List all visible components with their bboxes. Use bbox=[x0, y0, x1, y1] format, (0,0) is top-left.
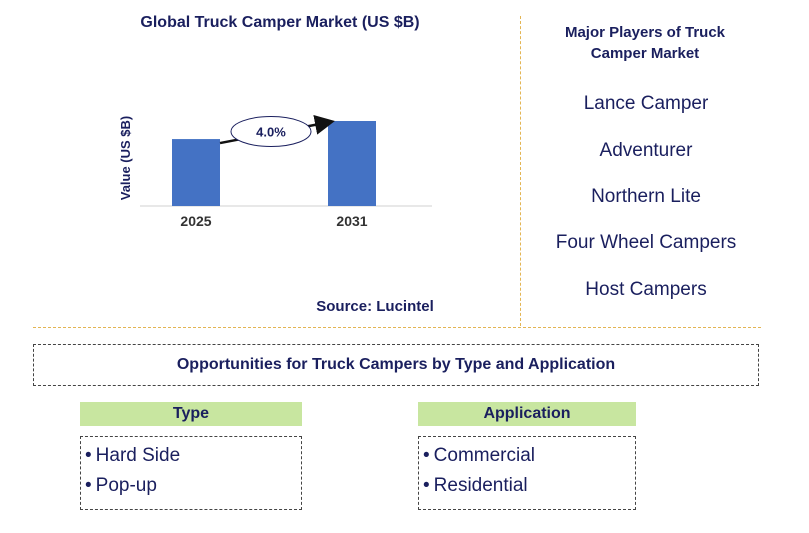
cagr-label: 4.0% bbox=[256, 125, 286, 140]
opportunities-title-box: Opportunities for Truck Campers by Type … bbox=[33, 344, 759, 386]
application-item: • Commercial bbox=[423, 445, 536, 466]
horizontal-divider bbox=[33, 327, 761, 328]
y-axis-label: Value (US $B) bbox=[118, 116, 133, 201]
player-item: Four Wheel Campers bbox=[555, 232, 737, 253]
bar-chart: Value (US $B) 2025 2031 4.0% bbox=[118, 115, 432, 229]
opportunities-title: Opportunities for Truck Campers by Type … bbox=[176, 356, 616, 373]
player-item: Lance Camper bbox=[583, 93, 709, 114]
x-tick-label: 2025 bbox=[180, 213, 211, 229]
type-item: • Hard Side bbox=[85, 445, 181, 466]
vertical-divider bbox=[520, 16, 521, 326]
player-item: Adventurer bbox=[599, 140, 693, 161]
x-tick-label: 2031 bbox=[336, 213, 367, 229]
source-label: Source: Lucintel bbox=[316, 298, 434, 315]
type-list: • Hard Side • Pop-up bbox=[80, 436, 302, 510]
players-title: Major Players of Truck Camper Market bbox=[564, 24, 726, 62]
bar-2031 bbox=[328, 121, 376, 206]
player-item: Northern Lite bbox=[591, 186, 701, 207]
type-header: Type bbox=[80, 402, 302, 426]
bar-2025 bbox=[172, 139, 220, 206]
application-item: • Residential bbox=[423, 475, 528, 496]
application-list: • Commercial • Residential bbox=[418, 436, 636, 510]
application-header: Application bbox=[418, 402, 636, 426]
cagr-ellipse bbox=[230, 116, 312, 148]
chart-title: Global Truck Camper Market (US $B) bbox=[140, 14, 420, 31]
type-item: • Pop-up bbox=[85, 475, 157, 496]
player-item: Host Campers bbox=[585, 279, 707, 300]
